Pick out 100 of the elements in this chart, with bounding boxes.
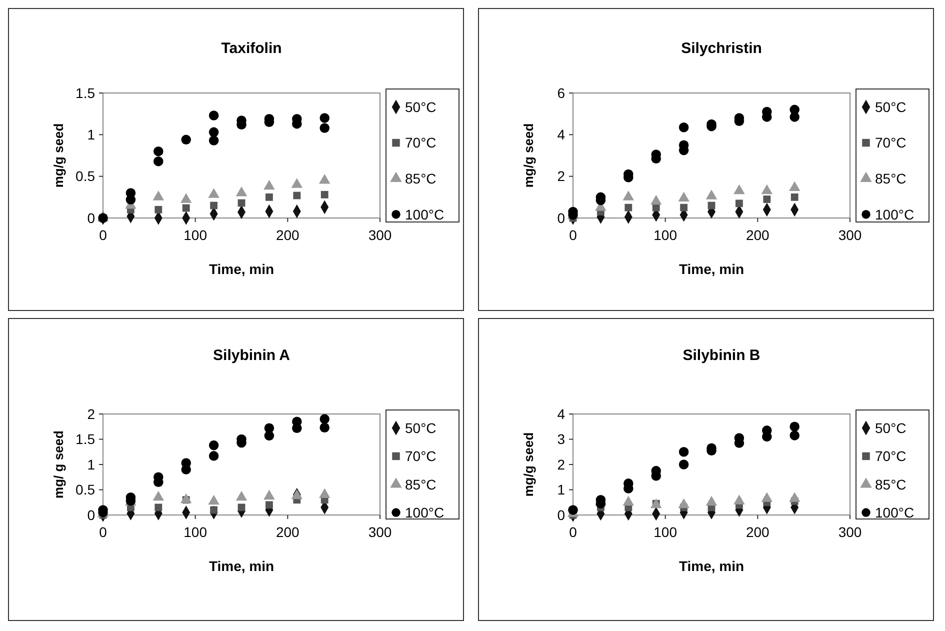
legend-label: 70°C — [405, 134, 436, 151]
x-tick-label: 200 — [276, 524, 300, 540]
y-tick-label: 0.5 — [76, 168, 96, 184]
legend-label: 70°C — [875, 448, 906, 464]
point — [790, 193, 798, 201]
x-tick-label: 200 — [746, 524, 770, 540]
x-tick-label: 300 — [368, 227, 392, 243]
x-tick-label: 0 — [569, 524, 578, 540]
x-tick-label: 0 — [99, 524, 108, 540]
y-tick-label: 0 — [87, 506, 96, 523]
point — [790, 430, 800, 440]
y-axis-title: mg/g seed — [521, 123, 536, 188]
y-axis-title: mg/g seed — [521, 432, 536, 497]
point — [208, 451, 219, 461]
x-tick-label: 100 — [654, 227, 678, 243]
legend-label: 100°C — [875, 206, 914, 222]
point — [265, 501, 273, 509]
y-tick-label: 0 — [557, 210, 566, 226]
point — [678, 447, 689, 457]
y-tick-label: 1 — [557, 482, 566, 498]
legend-label: 50°C — [405, 420, 436, 436]
x-axis-title: Time, min — [678, 558, 744, 574]
point — [680, 204, 688, 212]
legend-label: 85°C — [405, 476, 436, 492]
point — [320, 414, 330, 424]
point — [208, 440, 219, 450]
legend-label: 85°C — [405, 170, 436, 186]
point — [762, 432, 772, 442]
y-tick-label: 0 — [557, 506, 566, 523]
y-tick-label: 3 — [557, 431, 566, 448]
x-tick-label: 300 — [838, 524, 862, 540]
point — [320, 113, 330, 123]
point — [181, 134, 191, 145]
chart-title: Silybinin B — [682, 347, 760, 364]
point — [208, 127, 219, 138]
legend-label: 70°C — [405, 448, 436, 464]
x-axis-title: Time, min — [208, 261, 274, 277]
legend-label: 50°C — [405, 98, 436, 115]
chart-title: Taxifolin — [221, 40, 282, 57]
legend-label: 50°C — [875, 420, 906, 436]
point — [293, 192, 301, 200]
point — [678, 122, 689, 132]
point — [320, 422, 330, 433]
point — [292, 423, 302, 434]
y-tick-label: 1 — [87, 126, 96, 143]
point — [154, 504, 162, 512]
point — [182, 204, 190, 212]
point — [181, 464, 191, 474]
y-tick-label: 0 — [87, 210, 96, 226]
x-tick-label: 200 — [746, 227, 770, 243]
x-tick-label: 0 — [99, 227, 108, 243]
y-tick-label: 2 — [557, 168, 566, 184]
legend-label: 50°C — [875, 98, 906, 115]
x-tick-label: 200 — [276, 227, 300, 243]
point — [208, 136, 219, 146]
point — [788, 181, 800, 192]
x-tick-label: 0 — [569, 227, 578, 243]
point — [652, 204, 660, 212]
point — [238, 504, 246, 512]
point — [790, 422, 800, 432]
point — [763, 196, 771, 203]
point — [790, 112, 800, 122]
x-tick-label: 300 — [838, 227, 862, 243]
x-tick-label: 300 — [368, 524, 392, 540]
x-tick-label: 100 — [184, 524, 208, 540]
point — [678, 460, 689, 470]
y-tick-label: 2 — [557, 456, 566, 472]
x-tick-label: 100 — [654, 524, 678, 540]
point — [208, 110, 219, 120]
point — [320, 190, 328, 198]
point — [154, 146, 164, 156]
legend-label: 85°C — [875, 476, 906, 492]
x-axis-title: Time, min — [208, 558, 274, 574]
point — [624, 204, 632, 212]
point — [320, 123, 330, 133]
y-axis-title: mg/g seed — [51, 123, 66, 188]
x-tick-label: 100 — [184, 227, 208, 243]
legend-label: 100°C — [405, 504, 444, 520]
y-tick-label: 1.5 — [76, 84, 96, 101]
y-tick-label: 1 — [87, 456, 96, 472]
chart-title: Silychristin — [681, 40, 762, 57]
x-axis-title: Time, min — [678, 261, 744, 277]
y-axis-title: mg/ g seed — [51, 430, 66, 498]
point — [264, 430, 274, 441]
legend-label: 100°C — [875, 504, 914, 520]
point — [265, 193, 273, 201]
point — [154, 156, 164, 166]
point — [126, 194, 136, 205]
legend-label: 70°C — [875, 134, 906, 151]
y-tick-label: 4 — [557, 126, 566, 143]
chart-title: Silybinin A — [213, 347, 290, 364]
y-tick-label: 2 — [87, 406, 96, 422]
legend-label: 100°C — [405, 206, 444, 222]
y-tick-label: 0.5 — [76, 482, 96, 498]
point — [210, 202, 218, 210]
y-tick-label: 1.5 — [76, 431, 96, 448]
y-tick-label: 4 — [557, 406, 566, 422]
point — [735, 200, 743, 208]
point — [154, 206, 162, 214]
y-tick-label: 6 — [557, 84, 566, 101]
